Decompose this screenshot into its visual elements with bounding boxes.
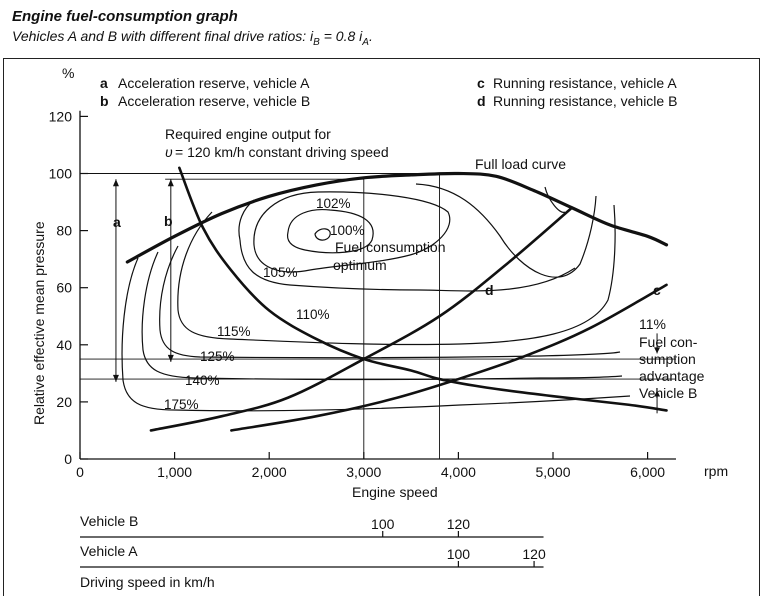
required-output-v: υ	[165, 144, 173, 160]
guide-lines	[80, 173, 676, 459]
subtitle-eq: = 0.8 i	[319, 28, 363, 44]
legend-a-text: Acceleration reserve, vehicle A	[118, 75, 310, 91]
vehicle-a-scale-tick-label: 120	[522, 546, 546, 562]
required-output-line1: Required engine output for	[165, 126, 331, 142]
contour-label-105: 105%	[263, 265, 298, 280]
advantage-arrow-bottom-head	[654, 390, 661, 397]
marker-a-head-bottom	[112, 374, 119, 382]
contour-102	[286, 208, 374, 254]
required-output-line2: = 120 km/h constant driving speed	[175, 144, 389, 160]
full-load-label: Full load curve	[475, 156, 566, 172]
subtitle-i: i	[310, 28, 314, 44]
vehicle-a-label: Vehicle A	[80, 543, 138, 559]
y-tick-label: 60	[56, 280, 72, 296]
vehicle-a-scale-tick-label: 100	[447, 546, 471, 562]
optimum-line2: Fuel consumption	[335, 239, 446, 255]
y-tick-label: 20	[56, 394, 72, 410]
advantage-line2: Fuel con-	[639, 334, 698, 350]
marker-a-label: a	[113, 214, 121, 230]
axes: 0 20 40 60 80 100 120 0 1,000 2,000 3,000 4,000 5,00…	[49, 108, 676, 480]
marker-a-head-top	[112, 179, 119, 187]
advantage-line5: Vehicle B	[639, 385, 697, 401]
contour-label-125: 125%	[200, 349, 235, 364]
vehicle-b-scale-tick-label: 120	[447, 516, 471, 532]
contour-label-115: 115%	[217, 324, 251, 339]
contour-label-110: 110%	[296, 307, 330, 322]
marker-b-label: b	[164, 213, 173, 229]
advantage-line4: advantage	[639, 368, 705, 384]
subtitle-prefix: Vehicles A and B with different final dr…	[12, 28, 311, 44]
x-tick-label: 6,000	[630, 464, 665, 480]
running-resistance-a	[230, 283, 668, 432]
x-tick-label: 1,000	[157, 464, 192, 480]
x-tick-label: 3,000	[346, 464, 381, 480]
contour-175	[121, 257, 631, 412]
y-tick-label: 0	[64, 451, 72, 467]
marker-b-head-bottom	[167, 354, 174, 362]
y-unit: %	[62, 65, 74, 81]
x-tick-label: 0	[76, 464, 84, 480]
y-axis-title: Relative effective mean pressure	[31, 221, 47, 425]
chart-labels: a Acceleration reserve, vehicle A b Acce…	[31, 65, 728, 500]
x-tick-label: 4,000	[441, 464, 476, 480]
vehicle-b-label: Vehicle B	[80, 513, 138, 529]
legend-d-text: Running resistance, vehicle B	[493, 93, 677, 109]
y-tick-label: 120	[49, 108, 73, 124]
legend-b-key: b	[100, 93, 109, 109]
legend-d-key: d	[477, 93, 486, 109]
subtitle-sub-a: A	[362, 36, 369, 48]
data-series	[125, 166, 669, 432]
driving-speed-caption: Driving speed in km/h	[80, 574, 215, 590]
legend-b-text: Acceleration reserve, vehicle B	[118, 93, 310, 109]
chart-frame	[3, 58, 760, 596]
marker-b-head-top	[167, 179, 174, 187]
legend-c-text: Running resistance, vehicle A	[493, 75, 677, 91]
optimum-line3: optimum	[333, 257, 387, 273]
x-axis-title: Engine speed	[352, 484, 438, 500]
advantage-line3: sumption	[639, 351, 696, 367]
contour-125	[159, 245, 621, 359]
curve-c-label: c	[653, 282, 661, 298]
chart-title: Engine fuel-consumption graph	[12, 8, 238, 25]
contour-100	[314, 228, 331, 241]
x-tick-label: 2,000	[252, 464, 287, 480]
curve-d-label: d	[485, 282, 494, 298]
subtitle-sub-b: B	[313, 36, 320, 48]
legend-a-key: a	[100, 75, 108, 91]
y-tick-label: 40	[56, 337, 72, 353]
x-tick-label: 5,000	[535, 464, 570, 480]
chart-subtitle: Vehicles A and B with different final dr…	[12, 28, 373, 48]
full-load-curve	[125, 171, 669, 264]
contour-label-175: 175%	[164, 397, 199, 412]
legend-c-key: c	[477, 75, 485, 91]
vehicle-b-scale-tick-label: 100	[371, 516, 395, 532]
required-output-curve	[178, 166, 668, 412]
contour-115	[177, 204, 616, 346]
contour-label-140: 140%	[185, 373, 220, 388]
y-tick-label: 80	[56, 223, 72, 239]
advantage-pct: 11%	[639, 316, 666, 332]
contour-110	[238, 183, 597, 292]
contour-105	[253, 191, 451, 273]
speed-scales: Vehicle B Vehicle A Driving speed in km/…	[80, 513, 546, 590]
contour-label-102: 102%	[316, 196, 351, 211]
advantage-arrow-top-head	[654, 347, 661, 354]
y-tick-label: 100	[49, 166, 73, 182]
subtitle-end: .	[368, 28, 373, 44]
optimum-100-label: 100%	[330, 223, 365, 238]
x-unit: rpm	[704, 463, 728, 479]
